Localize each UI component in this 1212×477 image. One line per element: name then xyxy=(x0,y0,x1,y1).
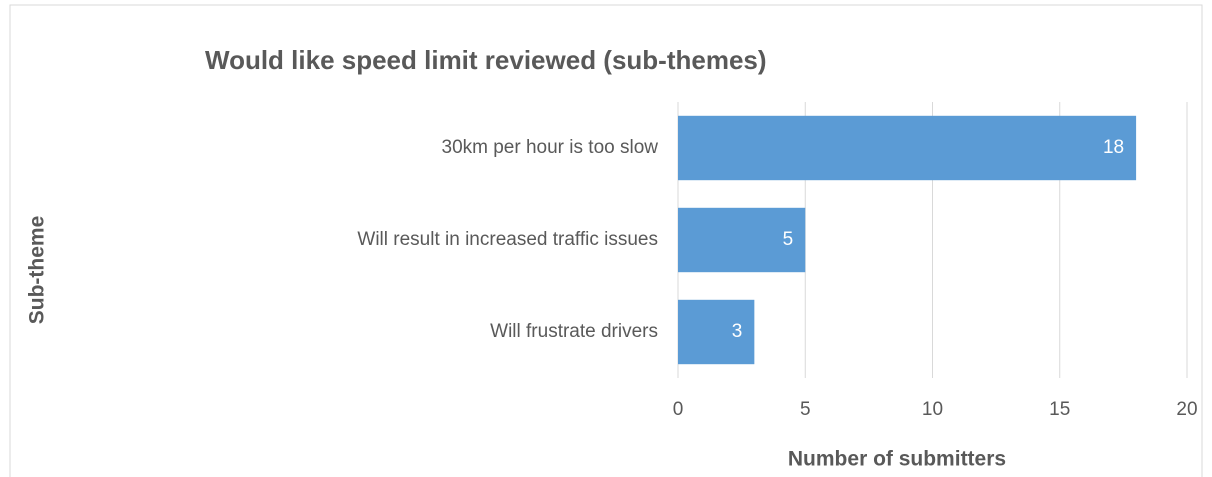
x-tick-label: 5 xyxy=(800,399,811,420)
x-tick-label: 0 xyxy=(673,399,684,420)
data-label: 5 xyxy=(783,229,794,250)
bar xyxy=(678,299,755,365)
y-tick-label: Will result in increased traffic issues xyxy=(357,229,658,250)
x-tick-label: 20 xyxy=(1176,399,1197,420)
y-tick-label: Will frustrate drivers xyxy=(490,321,658,342)
data-label: 18 xyxy=(1103,137,1124,158)
y-tick-label: 30km per hour is too slow xyxy=(442,137,659,158)
bar xyxy=(678,115,1137,181)
x-axis-label: Number of submitters xyxy=(788,448,1006,471)
bar xyxy=(678,207,806,273)
chart-border xyxy=(9,4,1203,477)
data-label: 3 xyxy=(732,321,743,342)
x-tick-label: 15 xyxy=(1049,399,1070,420)
y-axis-label: Sub-theme xyxy=(26,216,49,325)
x-tick-label: 10 xyxy=(922,399,943,420)
chart-title: Would like speed limit reviewed (sub-the… xyxy=(205,45,767,75)
